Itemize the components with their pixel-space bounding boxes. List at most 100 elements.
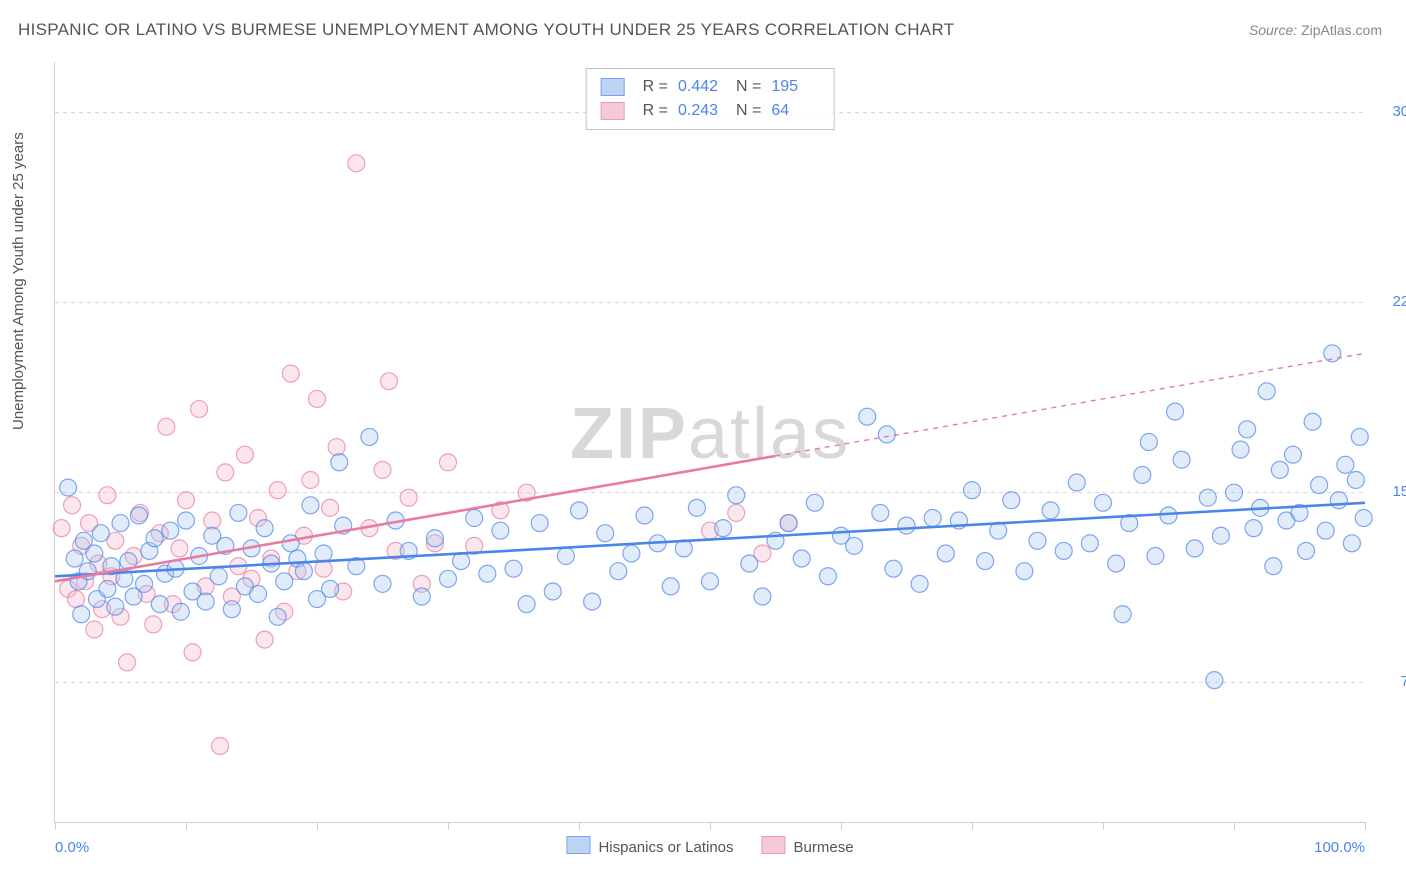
scatter-point-hispanic (819, 568, 836, 585)
corr-n-burmese: 64 (771, 99, 819, 123)
x-tick (841, 822, 842, 830)
scatter-point-burmese (178, 492, 195, 509)
scatter-point-hispanic (315, 545, 332, 562)
scatter-point-hispanic (1140, 434, 1157, 451)
scatter-point-hispanic (172, 603, 189, 620)
scatter-point-hispanic (806, 494, 823, 511)
scatter-point-hispanic (162, 522, 179, 539)
scatter-point-hispanic (1298, 542, 1315, 559)
corr-swatch-burmese (601, 102, 625, 120)
scatter-point-hispanic (107, 598, 124, 615)
scatter-point-hispanic (846, 537, 863, 554)
scatter-point-hispanic (1147, 548, 1164, 565)
scatter-point-hispanic (1355, 510, 1372, 527)
scatter-point-hispanic (440, 570, 457, 587)
scatter-point-hispanic (1239, 421, 1256, 438)
scatter-point-hispanic (492, 522, 509, 539)
scatter-point-hispanic (426, 530, 443, 547)
scatter-point-hispanic (112, 515, 129, 532)
scatter-point-burmese (99, 487, 116, 504)
correlation-row-burmese: R =0.243 N =64 (601, 99, 820, 123)
scatter-point-burmese (53, 520, 70, 537)
x-axis-max-label: 100.0% (1314, 839, 1365, 856)
scatter-point-hispanic (1284, 446, 1301, 463)
scatter-point-hispanic (1324, 345, 1341, 362)
scatter-point-hispanic (1108, 555, 1125, 572)
y-tick-label: 30.0% (1375, 103, 1406, 120)
scatter-point-burmese (158, 418, 175, 435)
scatter-point-hispanic (295, 563, 312, 580)
scatter-point-hispanic (885, 560, 902, 577)
scatter-point-hispanic (322, 580, 339, 597)
scatter-point-burmese (119, 654, 136, 671)
legend-swatch-hispanic (566, 836, 590, 854)
scatter-point-hispanic (1042, 502, 1059, 519)
scatter-point-hispanic (1304, 413, 1321, 430)
scatter-point-hispanic (413, 588, 430, 605)
scatter-point-hispanic (584, 593, 601, 610)
x-tick (710, 822, 711, 830)
scatter-point-hispanic (151, 596, 168, 613)
scatter-point-hispanic (256, 520, 273, 537)
scatter-point-hispanic (937, 545, 954, 562)
scatter-point-hispanic (1351, 428, 1368, 445)
scatter-point-hispanic (130, 507, 147, 524)
x-tick (1103, 822, 1104, 830)
scatter-point-burmese (302, 472, 319, 489)
scatter-point-hispanic (276, 573, 293, 590)
scatter-point-burmese (269, 482, 286, 499)
scatter-svg (55, 62, 1365, 822)
source-label: Source: (1249, 22, 1297, 38)
scatter-point-hispanic (1258, 383, 1275, 400)
scatter-point-hispanic (1186, 540, 1203, 557)
scatter-point-burmese (348, 155, 365, 172)
scatter-point-hispanic (1271, 461, 1288, 478)
scatter-point-hispanic (92, 525, 109, 542)
scatter-point-hispanic (911, 575, 928, 592)
legend-label-burmese: Burmese (794, 839, 854, 856)
correlation-row-hispanic: R =0.442 N =195 (601, 75, 820, 99)
scatter-point-burmese (381, 373, 398, 390)
scatter-point-hispanic (964, 482, 981, 499)
scatter-point-burmese (374, 461, 391, 478)
legend-label-hispanic: Hispanics or Latinos (598, 839, 733, 856)
scatter-point-hispanic (1226, 484, 1243, 501)
legend-bottom: Hispanics or Latinos Burmese (566, 836, 853, 856)
source-name: ZipAtlas.com (1301, 22, 1382, 38)
x-tick (1234, 822, 1235, 830)
correlation-legend: R =0.442 N =195 R =0.243 N =64 (586, 68, 835, 130)
scatter-point-hispanic (1343, 535, 1360, 552)
scatter-point-hispanic (780, 515, 797, 532)
scatter-point-hispanic (1317, 522, 1334, 539)
scatter-point-hispanic (1068, 474, 1085, 491)
scatter-point-hispanic (136, 575, 153, 592)
scatter-point-burmese (212, 738, 229, 755)
regression-line-burmese (55, 456, 776, 581)
scatter-point-hispanic (872, 504, 889, 521)
scatter-point-hispanic (466, 510, 483, 527)
scatter-point-hispanic (1199, 489, 1216, 506)
scatter-point-hispanic (702, 573, 719, 590)
scatter-point-burmese (191, 401, 208, 418)
scatter-point-hispanic (1114, 606, 1131, 623)
scatter-point-hispanic (1055, 542, 1072, 559)
scatter-point-hispanic (623, 545, 640, 562)
scatter-point-burmese (282, 365, 299, 382)
scatter-point-hispanic (1160, 507, 1177, 524)
scatter-point-hispanic (361, 428, 378, 445)
scatter-point-hispanic (544, 583, 561, 600)
scatter-point-burmese (322, 499, 339, 516)
corr-swatch-hispanic (601, 78, 625, 96)
scatter-point-burmese (86, 621, 103, 638)
legend-item-hispanic: Hispanics or Latinos (566, 836, 733, 856)
scatter-point-hispanic (597, 525, 614, 542)
y-axis-label: Unemployment Among Youth under 25 years (10, 132, 27, 430)
scatter-point-hispanic (1167, 403, 1184, 420)
scatter-point-burmese (728, 504, 745, 521)
scatter-point-hispanic (269, 608, 286, 625)
corr-n-hispanic: 195 (771, 75, 819, 99)
scatter-point-hispanic (898, 517, 915, 534)
x-tick (186, 822, 187, 830)
scatter-point-hispanic (1337, 456, 1354, 473)
scatter-point-hispanic (518, 596, 535, 613)
